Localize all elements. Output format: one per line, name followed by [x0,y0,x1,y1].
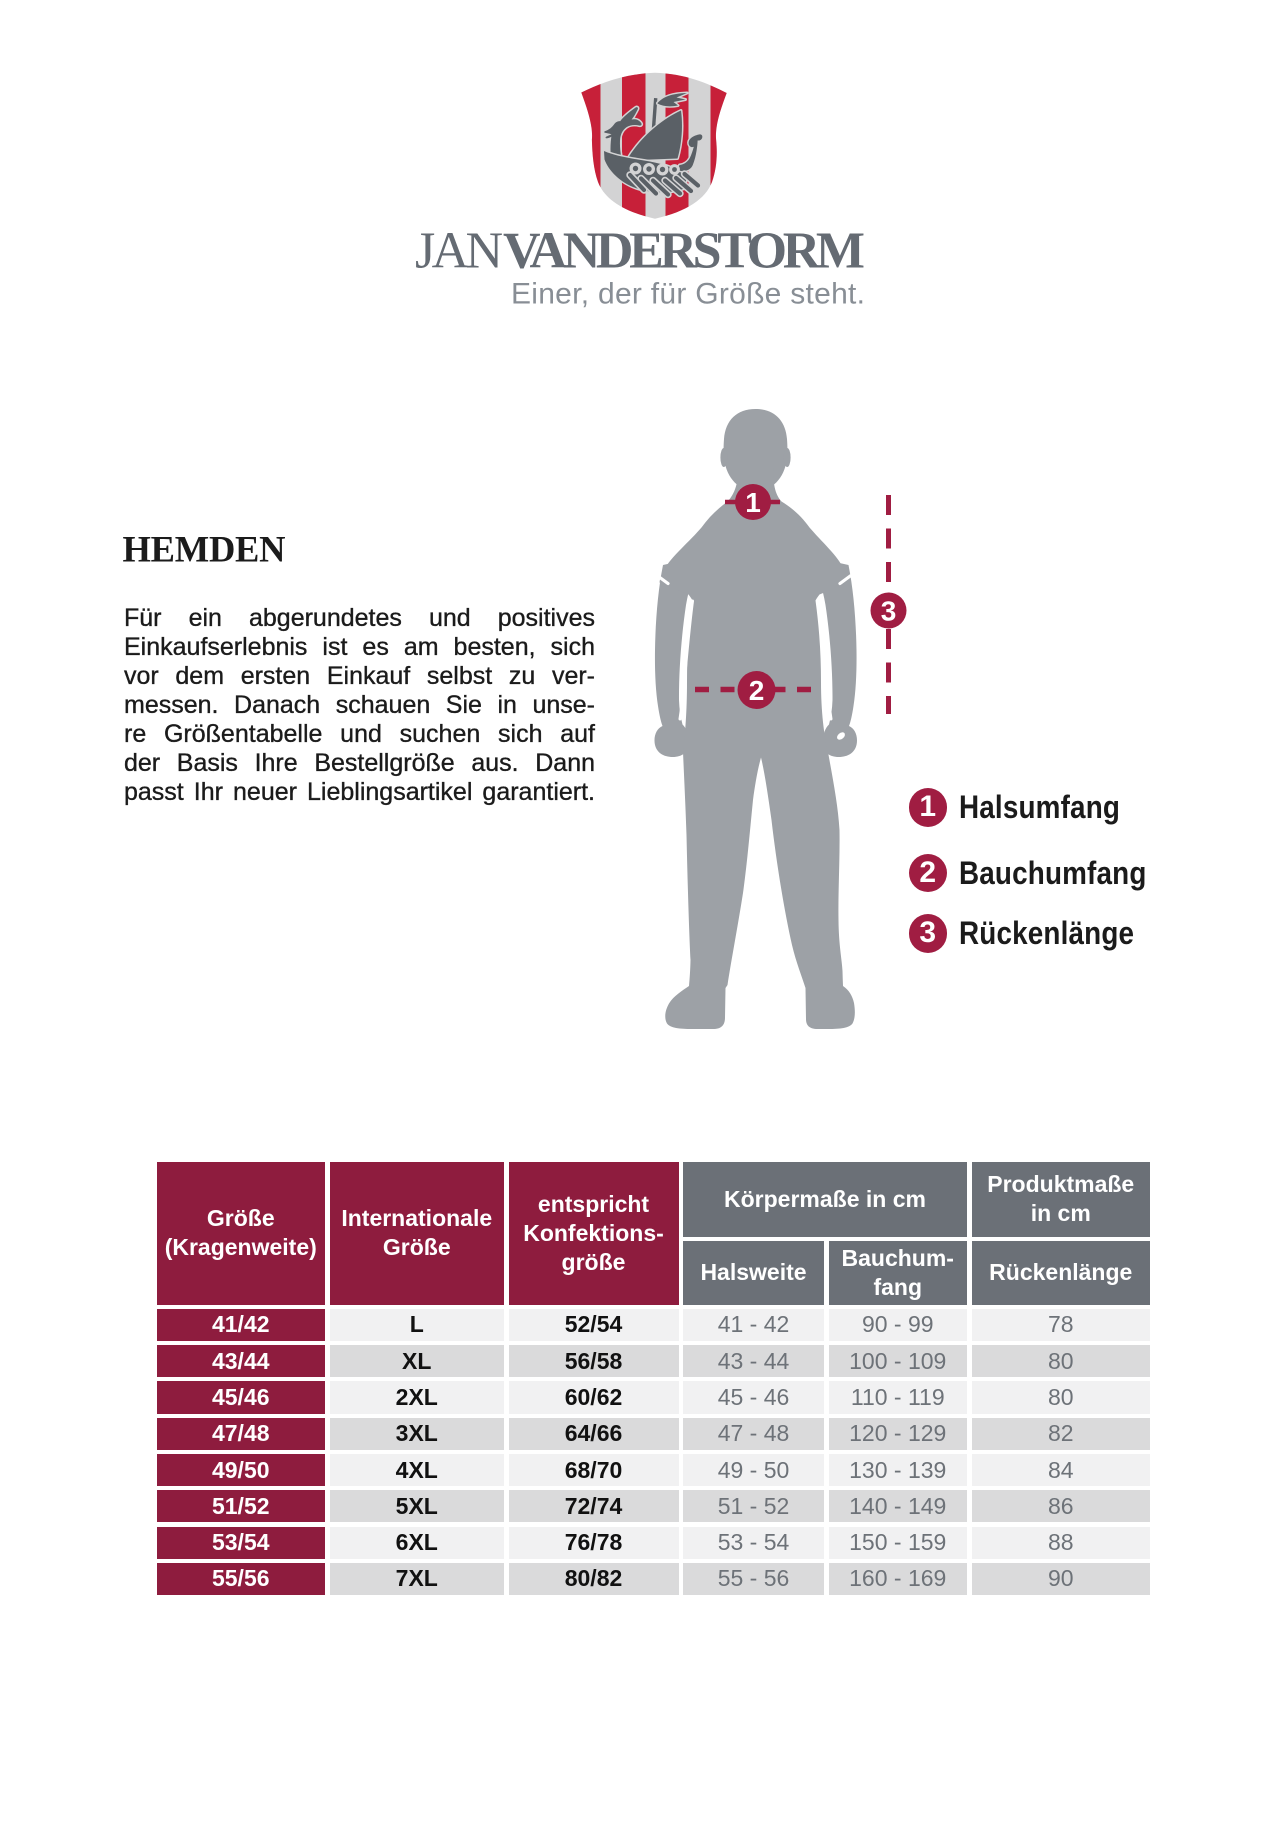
svg-text:JAN: JAN [415,223,503,280]
svg-text:1: 1 [745,487,761,518]
svg-text:Einer, der für Größe steht.: Einer, der für Größe steht. [511,278,865,311]
svg-text:2: 2 [749,675,765,706]
svg-text:VANDERSTORM: VANDERSTORM [503,223,865,280]
svg-text:HEMDEN: HEMDEN [123,529,286,570]
svg-text:3: 3 [881,596,897,627]
